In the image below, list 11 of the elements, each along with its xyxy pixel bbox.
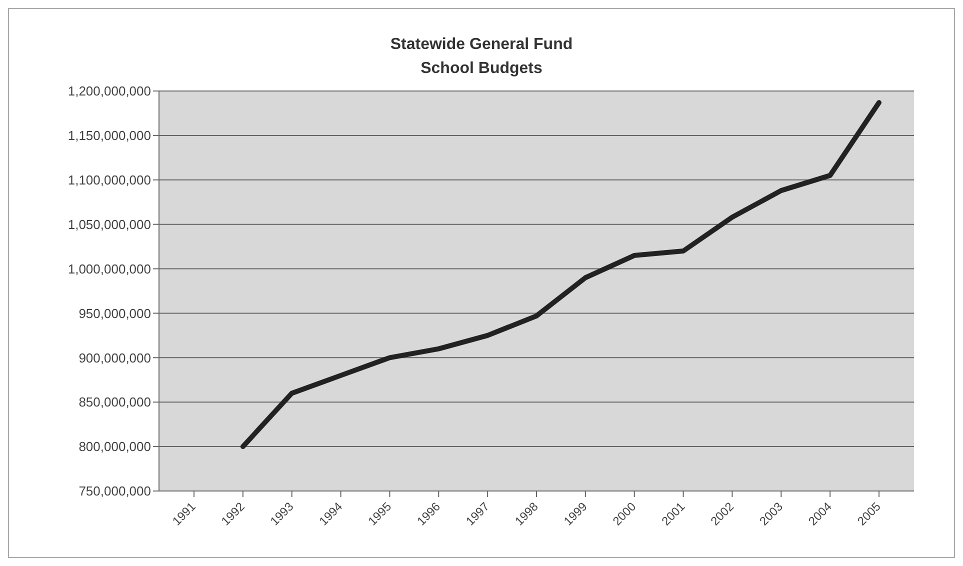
chart-title: Statewide General Fund School Budgets [389,35,574,79]
y-tick-label: 1,150,000,000 [68,128,151,144]
y-tick-label: 950,000,000 [78,306,151,321]
y-tick-label: 750,000,000 [78,484,151,499]
y-tick-label: 850,000,000 [78,394,151,410]
y-tick-label: 1,200,000,000 [68,84,151,99]
y-tick-label: 800,000,000 [78,439,151,454]
y-tick-label: 1,050,000,000 [68,216,151,232]
y-tick-label: 1,100,000,000 [68,172,151,188]
y-tick-label: 900,000,000 [78,350,151,366]
y-tick-label: 1,000,000,000 [68,261,151,276]
